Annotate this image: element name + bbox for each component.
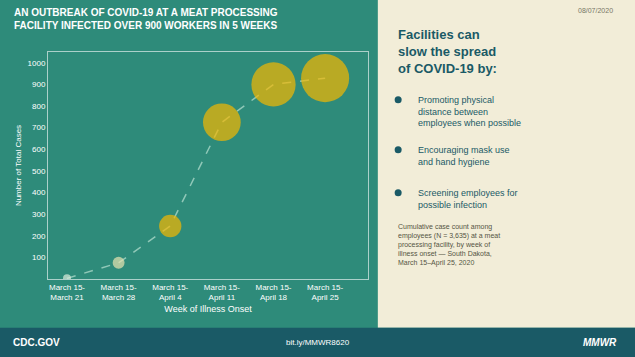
svg-text:Promoting physicaldistance bet: Promoting physicaldistance betweenemploy… [418, 95, 521, 128]
svg-text:Week of Illness Onset: Week of Illness Onset [164, 304, 252, 314]
svg-text:Number of Total Cases: Number of Total Cases [14, 125, 23, 206]
svg-text:March 15-March 28: March 15-March 28 [101, 283, 137, 302]
svg-text:800: 800 [32, 102, 46, 111]
svg-text:bit.ly/MMWR8620: bit.ly/MMWR8620 [286, 338, 350, 347]
svg-text:March 15-April 11: March 15-April 11 [204, 283, 240, 302]
svg-text:MMWR: MMWR [583, 337, 617, 348]
svg-text:Screening employees forpossibl: Screening employees forpossible infectio… [418, 188, 518, 210]
svg-text:500: 500 [32, 167, 46, 176]
svg-text:700: 700 [32, 123, 46, 132]
svg-text:CDC.GOV: CDC.GOV [13, 337, 60, 348]
svg-text:March 15-April 18: March 15-April 18 [255, 283, 291, 302]
svg-text:200: 200 [32, 232, 46, 241]
svg-text:March 15-April 25: March 15-April 25 [307, 283, 343, 302]
svg-text:March 15-March 21: March 15-March 21 [49, 283, 85, 302]
svg-text:March 15-April 4: March 15-April 4 [152, 283, 188, 302]
svg-text:Encouraging mask useand hand h: Encouraging mask useand hand hygiene [418, 145, 510, 167]
svg-text:600: 600 [32, 145, 46, 154]
svg-text:Facilities canslow the spreado: Facilities canslow the spreadof COVID-19… [398, 27, 497, 76]
svg-text:100: 100 [32, 253, 46, 262]
svg-text:400: 400 [32, 188, 46, 197]
svg-text:AN OUTBREAK OF COVID-19 AT A M: AN OUTBREAK OF COVID-19 AT A MEAT PROCES… [14, 7, 278, 31]
svg-text:900: 900 [32, 80, 46, 89]
svg-text:08/07/2020: 08/07/2020 [578, 7, 613, 14]
svg-text:Cumulative case count amongemp: Cumulative case count amongemployees (N … [398, 223, 500, 267]
svg-text:1000: 1000 [28, 59, 46, 68]
svg-text:300: 300 [32, 210, 46, 219]
